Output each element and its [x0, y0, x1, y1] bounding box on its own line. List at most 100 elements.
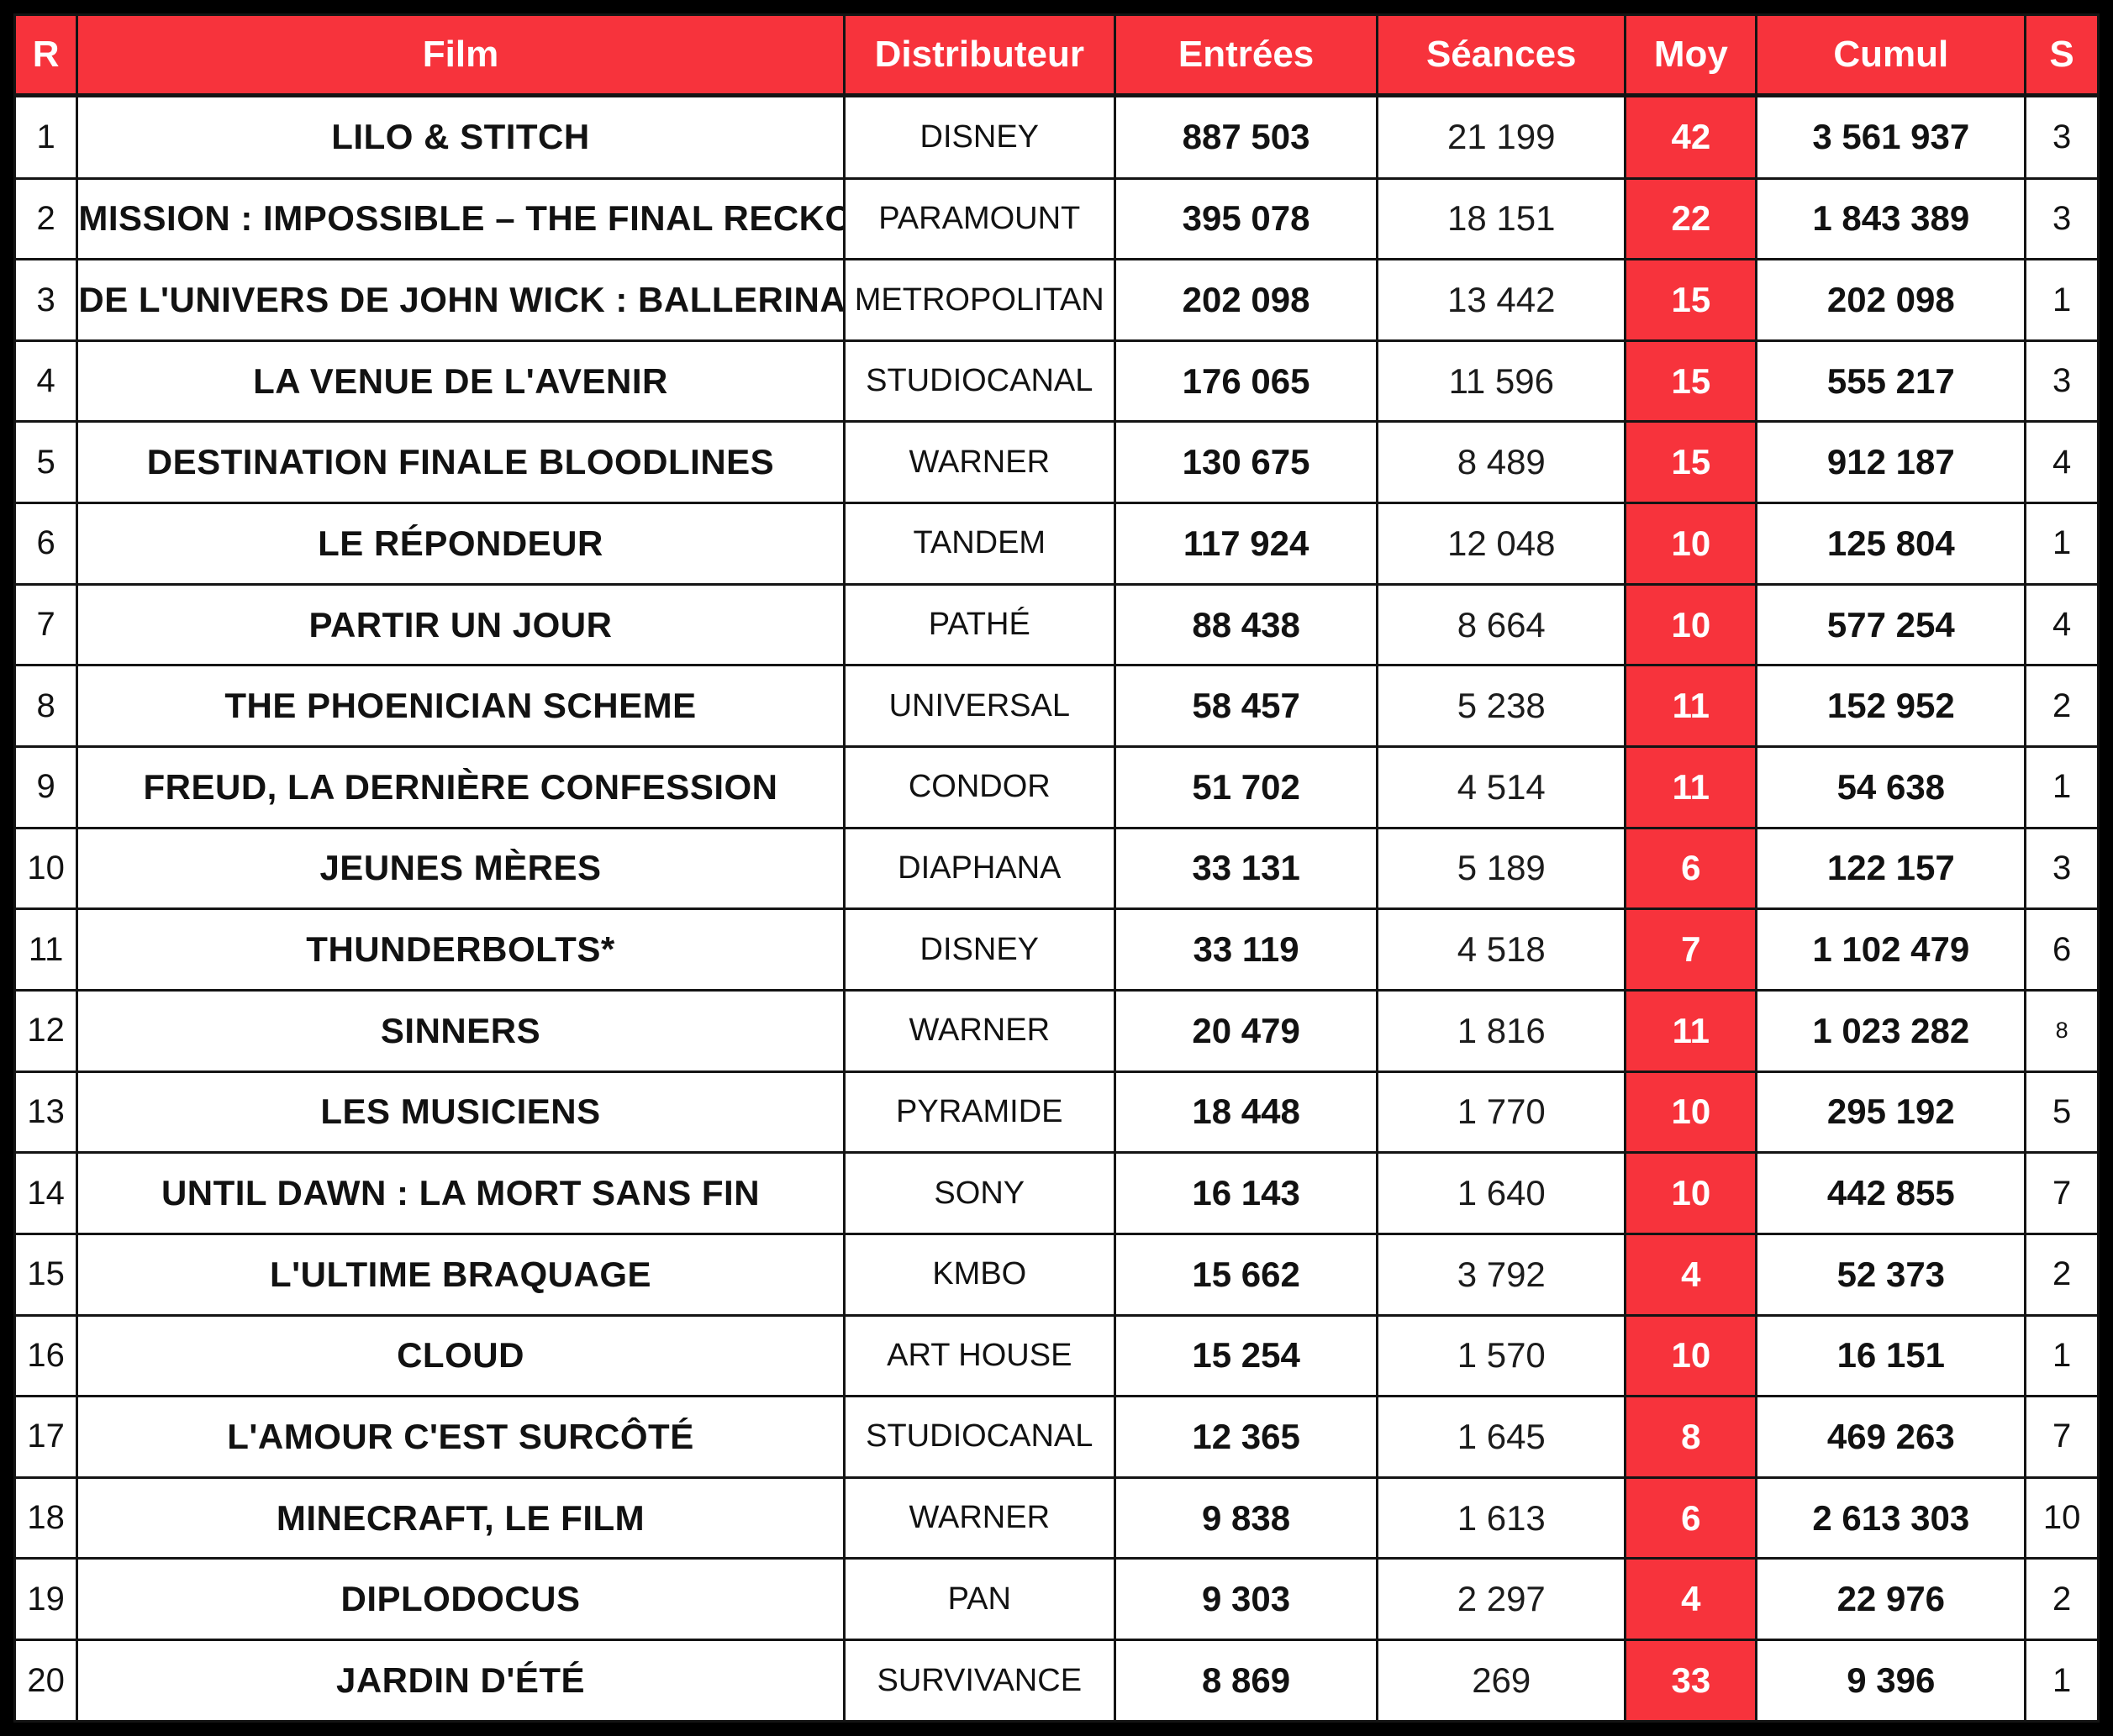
admissions-cell: 395 078 [1113, 176, 1379, 261]
rank-cell: 2 [13, 176, 79, 261]
table-row: 18 MINECRAFT, LE FILM WARNER 9 838 1 613… [13, 1476, 2100, 1560]
film-title-cell: THE PHOENICIAN SCHEME [76, 664, 846, 749]
screenings-cell: 3 792 [1376, 1232, 1627, 1317]
screenings-cell: 1 640 [1376, 1151, 1627, 1235]
distributor-cell: STUDIOCANAL [842, 339, 1116, 423]
film-title-cell: THUNDERBOLTS* [76, 907, 846, 992]
distributor-cell: PARAMOUNT [842, 176, 1116, 261]
average-cell: 11 [1624, 664, 1758, 749]
rank-cell: 4 [13, 339, 79, 423]
film-title-cell: LA VENUE DE L'AVENIR [76, 339, 846, 423]
film-title-cell: FREUD, LA DERNIÈRE CONFESSION [76, 745, 846, 829]
table-row: 10 JEUNES MÈRES DIAPHANA 33 131 5 189 6 … [13, 826, 2100, 911]
admissions-cell: 51 702 [1113, 745, 1379, 829]
rank-cell: 18 [13, 1476, 79, 1560]
screenings-cell: 12 048 [1376, 502, 1627, 586]
film-title-cell: LES MUSICIENS [76, 1070, 846, 1155]
rank-cell: 14 [13, 1151, 79, 1235]
average-cell: 10 [1624, 1151, 1758, 1235]
average-cell: 7 [1624, 907, 1758, 992]
admissions-cell: 130 675 [1113, 420, 1379, 505]
rank-cell: 15 [13, 1232, 79, 1317]
average-cell: 11 [1624, 745, 1758, 829]
cumulative-cell: 152 952 [1755, 664, 2027, 749]
table-row: 13 LES MUSICIENS PYRAMIDE 18 448 1 770 1… [13, 1070, 2100, 1155]
screenings-cell: 13 442 [1376, 258, 1627, 342]
weeks-cell: 3 [2024, 176, 2100, 261]
average-cell: 15 [1624, 339, 1758, 423]
admissions-cell: 9 303 [1113, 1557, 1379, 1642]
cumulative-cell: 54 638 [1755, 745, 2027, 829]
rank-cell: 11 [13, 907, 79, 992]
table-row: 14 UNTIL DAWN : LA MORT SANS FIN SONY 16… [13, 1151, 2100, 1235]
average-cell: 4 [1624, 1232, 1758, 1317]
screenings-cell: 8 489 [1376, 420, 1627, 505]
weeks-cell: 1 [2024, 745, 2100, 829]
weeks-cell: 6 [2024, 907, 2100, 992]
weeks-cell: 3 [2024, 94, 2100, 180]
admissions-cell: 15 254 [1113, 1313, 1379, 1398]
table-row: 12 SINNERS WARNER 20 479 1 816 11 1 023 … [13, 988, 2100, 1073]
average-cell: 33 [1624, 1639, 1758, 1723]
table-row: 5 DESTINATION FINALE BLOODLINES WARNER 1… [13, 420, 2100, 505]
distributor-cell: WARNER [842, 420, 1116, 505]
distributor-cell: UNIVERSAL [842, 664, 1116, 749]
distributor-cell: SURVIVANCE [842, 1639, 1116, 1723]
distributor-cell: PAN [842, 1557, 1116, 1642]
screenings-cell: 11 596 [1376, 339, 1627, 423]
film-title-cell: L'ULTIME BRAQUAGE [76, 1232, 846, 1317]
average-cell: 4 [1624, 1557, 1758, 1642]
admissions-cell: 202 098 [1113, 258, 1379, 342]
distributor-cell: PYRAMIDE [842, 1070, 1116, 1155]
table-row: 15 L'ULTIME BRAQUAGE KMBO 15 662 3 792 4… [13, 1232, 2100, 1317]
weeks-cell: 1 [2024, 1639, 2100, 1723]
cumulative-cell: 295 192 [1755, 1070, 2027, 1155]
admissions-cell: 16 143 [1113, 1151, 1379, 1235]
rank-cell: 13 [13, 1070, 79, 1155]
header-weeks: S [2024, 13, 2100, 97]
table-row: 9 FREUD, LA DERNIÈRE CONFESSION CONDOR 5… [13, 745, 2100, 829]
cumulative-cell: 469 263 [1755, 1395, 2027, 1479]
rank-cell: 10 [13, 826, 79, 911]
distributor-cell: STUDIOCANAL [842, 1395, 1116, 1479]
table-row: 17 L'AMOUR C'EST SURCÔTÉ STUDIOCANAL 12 … [13, 1395, 2100, 1479]
weeks-cell: 3 [2024, 826, 2100, 911]
screenings-cell: 4 518 [1376, 907, 1627, 992]
weeks-cell: 1 [2024, 258, 2100, 342]
cumulative-cell: 22 976 [1755, 1557, 2027, 1642]
screenings-cell: 2 297 [1376, 1557, 1627, 1642]
cumulative-cell: 1 102 479 [1755, 907, 2027, 992]
rank-cell: 16 [13, 1313, 79, 1398]
screenings-cell: 1 613 [1376, 1476, 1627, 1560]
cumulative-cell: 1 843 389 [1755, 176, 2027, 261]
screenings-cell: 4 514 [1376, 745, 1627, 829]
cumulative-cell: 202 098 [1755, 258, 2027, 342]
rank-cell: 20 [13, 1639, 79, 1723]
cumulative-cell: 52 373 [1755, 1232, 2027, 1317]
screenings-cell: 1 816 [1376, 988, 1627, 1073]
rank-cell: 1 [13, 94, 79, 180]
average-cell: 10 [1624, 1313, 1758, 1398]
table-row: 8 THE PHOENICIAN SCHEME UNIVERSAL 58 457… [13, 664, 2100, 749]
cumulative-cell: 912 187 [1755, 420, 2027, 505]
header-row: R Film Distributeur Entrées Séances Moy … [13, 13, 2100, 97]
film-title-cell: PARTIR UN JOUR [76, 582, 846, 667]
weeks-cell: 1 [2024, 1313, 2100, 1398]
weeks-cell: 1 [2024, 502, 2100, 586]
header-cumulative: Cumul [1755, 13, 2027, 97]
box-office-table-body: 1 LILO & STITCH DISNEY 887 503 21 199 42… [13, 94, 2100, 1723]
film-title-cell: LILO & STITCH [76, 94, 846, 180]
distributor-cell: SONY [842, 1151, 1116, 1235]
screenings-cell: 1 770 [1376, 1070, 1627, 1155]
average-cell: 10 [1624, 502, 1758, 586]
cumulative-cell: 9 396 [1755, 1639, 2027, 1723]
admissions-cell: 117 924 [1113, 502, 1379, 586]
table-row: 1 LILO & STITCH DISNEY 887 503 21 199 42… [13, 94, 2100, 180]
weeks-cell: 4 [2024, 582, 2100, 667]
weeks-cell: 7 [2024, 1151, 2100, 1235]
distributor-cell: ART HOUSE [842, 1313, 1116, 1398]
average-cell: 15 [1624, 258, 1758, 342]
weeks-cell: 2 [2024, 664, 2100, 749]
film-title-cell: SINNERS [76, 988, 846, 1073]
header-film: Film [76, 13, 846, 97]
